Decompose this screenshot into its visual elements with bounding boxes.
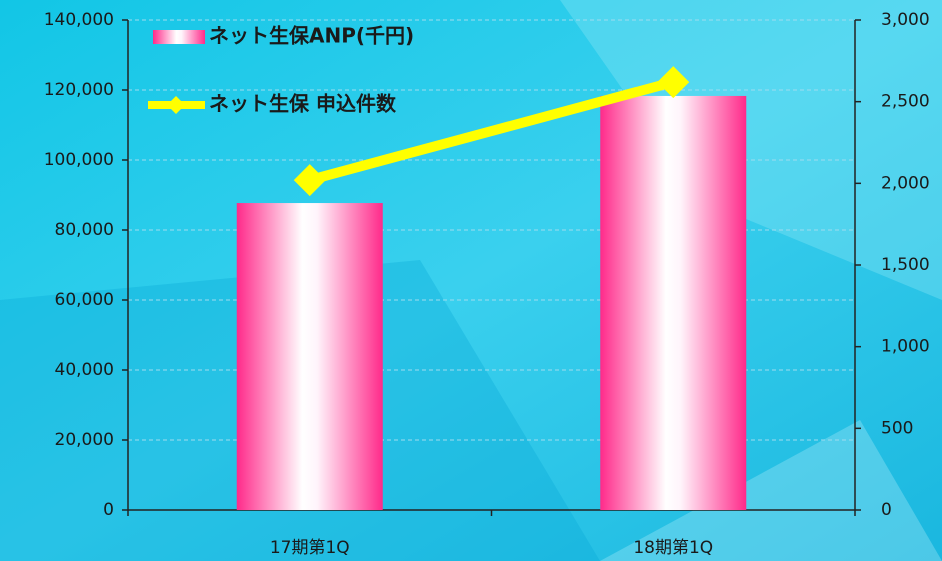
bar bbox=[236, 203, 383, 511]
y-tick-label: 20,000 bbox=[55, 430, 114, 450]
legend-swatch bbox=[153, 30, 205, 44]
y2-tick-label: 0 bbox=[881, 500, 892, 520]
y-tick-label: 120,000 bbox=[44, 80, 114, 100]
line bbox=[308, 77, 675, 185]
y-tick-label: 40,000 bbox=[55, 360, 114, 380]
y2-tick-label: 2,500 bbox=[881, 92, 930, 112]
legend-marker bbox=[167, 96, 185, 114]
background-shape bbox=[560, 0, 942, 300]
y-tick-label: 60,000 bbox=[55, 290, 114, 310]
bar bbox=[600, 95, 747, 510]
y2-tick-label: 1,000 bbox=[881, 337, 930, 357]
legend-label: ネット生保 申込件数 bbox=[209, 92, 397, 116]
y2-tick-label: 2,000 bbox=[881, 173, 930, 193]
y-tick-label: 100,000 bbox=[44, 150, 114, 170]
y-tick-label: 0 bbox=[103, 500, 114, 520]
background-shape bbox=[600, 420, 942, 561]
y-tick-label: 80,000 bbox=[55, 220, 114, 240]
x-tick-label: 17期第1Q bbox=[270, 538, 350, 558]
y2-tick-label: 3,000 bbox=[881, 10, 930, 30]
line-marker bbox=[657, 66, 690, 99]
y-tick-label: 140,000 bbox=[44, 10, 114, 30]
line-marker bbox=[293, 164, 326, 197]
legend-label: ネット生保ANP(千円) bbox=[209, 24, 414, 48]
y2-tick-label: 1,500 bbox=[881, 255, 930, 275]
y2-tick-label: 500 bbox=[881, 418, 913, 438]
x-tick-label: 18期第1Q bbox=[633, 538, 713, 558]
